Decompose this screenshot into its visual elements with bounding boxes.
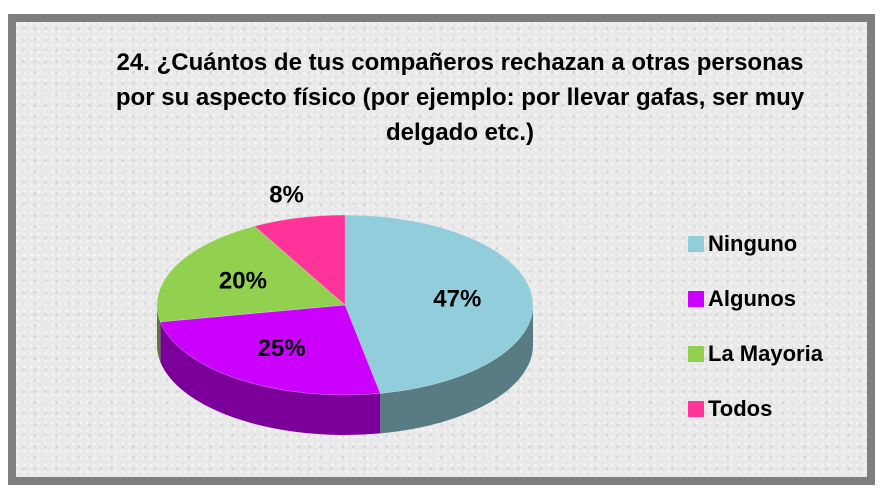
legend-swatch <box>688 346 704 362</box>
legend-swatch <box>688 236 704 252</box>
slice-side <box>157 305 161 362</box>
legend-label: Algunos <box>708 286 796 311</box>
slice <box>159 304 381 396</box>
data-label: 8% <box>269 181 304 208</box>
legend-swatch <box>688 291 704 307</box>
legend-label: Ninguno <box>708 231 797 256</box>
data-label: 47% <box>433 285 481 312</box>
slice <box>156 225 346 323</box>
legend-label: Todos <box>708 396 772 421</box>
slice <box>253 214 346 306</box>
chart-title: 24. ¿Cuántos de tus compañeros rechazan … <box>115 49 805 146</box>
slice-side <box>380 305 533 434</box>
data-label: 20% <box>219 267 267 294</box>
data-label: 25% <box>258 335 306 362</box>
legend-swatch <box>688 401 704 417</box>
legend-label: La Mayoria <box>708 341 824 366</box>
slice-side <box>160 321 381 436</box>
slice <box>344 214 534 394</box>
